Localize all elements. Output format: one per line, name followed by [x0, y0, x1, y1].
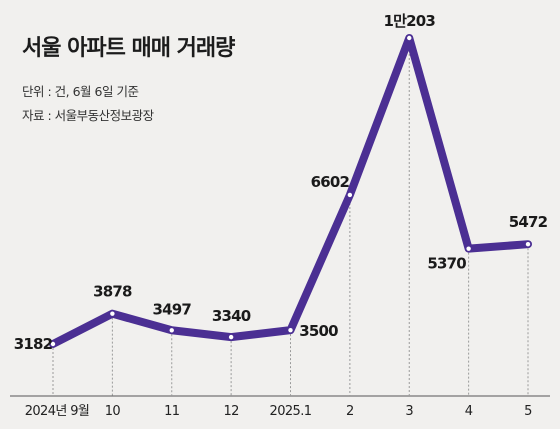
data-label: 5472 [509, 213, 548, 231]
data-label: 3497 [152, 300, 191, 318]
x-tick-label: 2025.1 [270, 404, 312, 419]
unit-note: 단위 : 건, 6월 6일 기준 [22, 84, 139, 99]
data-label: 6602 [311, 173, 350, 191]
data-point [288, 327, 293, 333]
x-tick-label: 11 [164, 404, 180, 419]
x-tick-label: 3 [405, 404, 413, 419]
data-point [347, 192, 353, 198]
data-label: 3340 [212, 307, 251, 325]
x-tick-label: 5 [524, 404, 532, 419]
data-point [407, 35, 412, 41]
data-label: 5370 [427, 255, 466, 273]
chart-title: 서울 아파트 매매 거래량 [22, 36, 235, 61]
data-point [525, 241, 531, 247]
x-tick-label: 2024년 9월 [25, 404, 90, 419]
data-point [50, 341, 56, 347]
data-label: 3500 [299, 322, 338, 340]
chart-header: 서울 아파트 매매 거래량 단위 : 건, 6월 6일 기준 자료 : 서울부동… [22, 30, 235, 128]
x-tick-label: 12 [223, 404, 238, 419]
x-tick-label: 4 [465, 404, 473, 419]
data-label: 3878 [93, 283, 132, 301]
data-label: 3182 [14, 335, 53, 353]
data-label: 1만203 [383, 12, 435, 30]
source-note: 자료 : 서울부동산정보광장 [22, 108, 154, 123]
data-point [169, 328, 174, 333]
data-point [228, 334, 234, 340]
data-point [110, 311, 115, 316]
x-tick-label: 10 [105, 404, 121, 419]
data-point [466, 246, 471, 251]
x-tick-label: 2 [346, 404, 354, 419]
